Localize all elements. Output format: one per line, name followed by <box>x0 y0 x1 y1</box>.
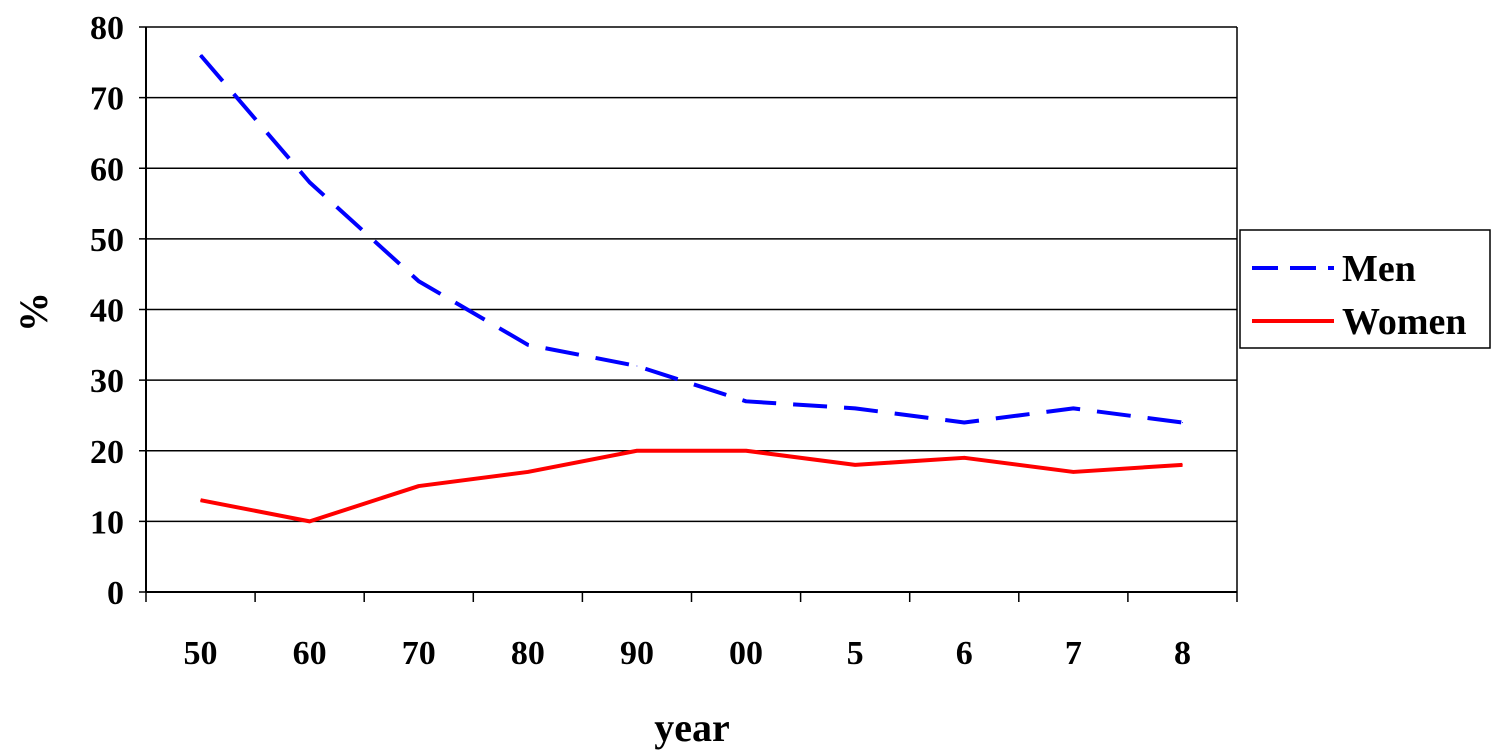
data-point-women-5 <box>854 464 856 466</box>
data-point-women-70 <box>418 485 420 487</box>
ytick-label-20: 20 <box>90 434 124 471</box>
axes <box>139 26 1238 602</box>
data-point-women-60 <box>309 520 311 522</box>
xtick-label-00: 00 <box>729 635 763 672</box>
data-point-men-50 <box>200 54 202 56</box>
x-tick-labels: 50 60 70 80 90 00 5 6 7 8 <box>184 635 1191 672</box>
legend: Men Women <box>1239 229 1491 349</box>
legend-label-men: Men <box>1342 248 1416 290</box>
legend-label-women: Women <box>1342 301 1467 343</box>
data-point-men-8 <box>1181 422 1183 423</box>
data-point-men-90 <box>636 365 638 367</box>
data-point-women-90 <box>636 450 638 452</box>
series-layer <box>199 53 1183 524</box>
x-axis-label: year <box>654 705 730 750</box>
ytick-label-30: 30 <box>90 363 124 400</box>
xtick-label-7: 7 <box>1065 635 1082 672</box>
data-point-women-80 <box>527 471 529 473</box>
data-point-men-00 <box>745 400 747 402</box>
data-point-men-5 <box>854 407 856 409</box>
xtick-label-80: 80 <box>511 635 545 672</box>
y-tick-labels: 0 10 20 30 40 50 60 70 80 <box>90 10 124 612</box>
ytick-label-60: 60 <box>90 151 124 188</box>
xtick-label-6: 6 <box>956 635 973 672</box>
ytick-label-50: 50 <box>90 222 124 259</box>
xtick-label-60: 60 <box>293 635 327 672</box>
data-point-men-70 <box>418 280 420 282</box>
ytick-label-80: 80 <box>90 10 124 47</box>
data-point-women-00 <box>745 450 747 452</box>
series-line-women <box>200 448 1183 524</box>
ytick-label-40: 40 <box>90 293 124 330</box>
ytick-label-0: 0 <box>107 575 124 612</box>
data-point-women-6 <box>963 457 965 459</box>
xtick-label-90: 90 <box>620 635 654 672</box>
data-point-men-7 <box>1072 407 1074 409</box>
data-point-women-8 <box>1181 464 1183 466</box>
data-point-men-6 <box>963 422 965 423</box>
xtick-label-5: 5 <box>847 635 864 672</box>
legend-box <box>1239 229 1491 349</box>
xtick-label-50: 50 <box>184 635 218 672</box>
data-point-women-7 <box>1072 471 1074 473</box>
xtick-label-8: 8 <box>1174 635 1191 672</box>
series-line-men <box>199 53 1183 425</box>
ytick-label-70: 70 <box>90 81 124 118</box>
grid-lines <box>146 26 1237 523</box>
ytick-label-10: 10 <box>90 504 124 541</box>
xtick-label-70: 70 <box>402 635 436 672</box>
data-point-men-60 <box>309 181 311 183</box>
y-axis-label: % <box>11 292 56 332</box>
data-point-women-50 <box>200 499 202 501</box>
data-point-men-80 <box>527 344 529 346</box>
